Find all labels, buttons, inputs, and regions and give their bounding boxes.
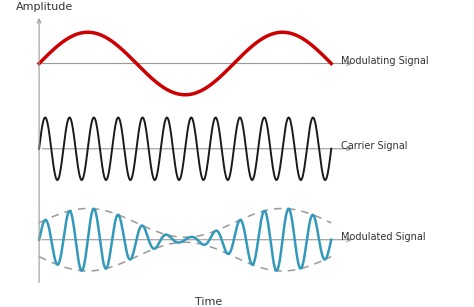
Text: Carrier Signal: Carrier Signal (341, 141, 407, 151)
Text: Amplitude: Amplitude (16, 2, 73, 12)
Text: Time: Time (195, 297, 222, 307)
Text: Modulating Signal: Modulating Signal (341, 56, 428, 66)
Text: Modulated Signal: Modulated Signal (341, 232, 425, 242)
